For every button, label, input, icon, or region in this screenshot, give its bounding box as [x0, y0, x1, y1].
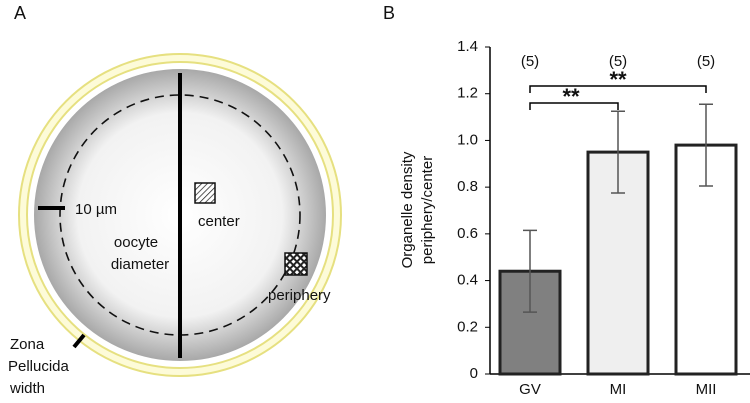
y-tick-label: 0.2	[457, 318, 478, 335]
center-label: center	[198, 213, 240, 230]
n-label: (5)	[697, 53, 715, 70]
n-label: (5)	[521, 53, 539, 70]
x-tick-label: MII	[696, 381, 717, 398]
zona-label: Zona	[10, 336, 45, 353]
y-axis-label: Organelle density	[399, 151, 416, 268]
diameter-label: oocyte	[114, 234, 158, 251]
significance-label: **	[562, 84, 580, 109]
y-tick-label: 0.6	[457, 225, 478, 242]
y-tick-label: 1.4	[457, 38, 478, 55]
diameter-label: diameter	[111, 256, 169, 273]
n-label: (5)	[609, 53, 627, 70]
panel-label: B	[383, 3, 395, 23]
x-tick-label: MI	[610, 381, 627, 398]
y-tick-label: 1.0	[457, 131, 478, 148]
y-tick-label: 0.4	[457, 272, 478, 289]
periphery-label: periphery	[268, 287, 331, 304]
center-roi	[194, 182, 216, 204]
periphery-roi	[284, 252, 308, 276]
zona-label: width	[9, 380, 45, 397]
y-axis-label: periphery/center	[419, 156, 436, 264]
panel-label: A	[14, 3, 26, 23]
y-tick-label: 1.2	[457, 85, 478, 102]
y-tick-label: 0	[470, 365, 478, 382]
significance-bracket	[529, 102, 619, 110]
error-bar	[523, 229, 537, 313]
error-bar	[699, 103, 713, 187]
significance-bracket	[529, 85, 707, 93]
zona-tick	[72, 333, 86, 349]
error-bar	[611, 110, 625, 194]
zona-label: Pellucida	[8, 358, 70, 375]
scale-label: 10 µm	[75, 201, 117, 218]
significance-label: **	[609, 67, 627, 92]
x-tick-label: GV	[519, 381, 541, 398]
y-tick-label: 0.8	[457, 178, 478, 195]
